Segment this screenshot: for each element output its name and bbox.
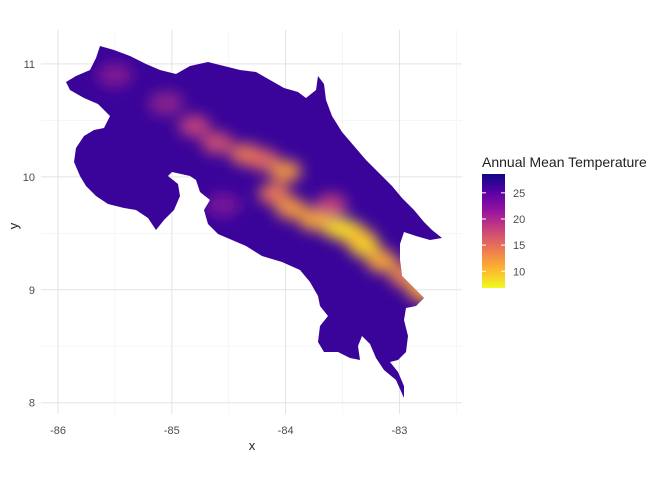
legend-ticks: 10 15 20 25	[482, 188, 525, 278]
x-axis-ticks: -86 -85 -84 -83	[50, 425, 407, 437]
legend-colorbar	[482, 174, 505, 288]
temperature-cell	[201, 131, 234, 154]
x-tick-label: -83	[391, 425, 407, 437]
y-tick-label: 10	[23, 172, 35, 184]
x-tick-label: -84	[278, 425, 294, 437]
x-tick-label: -86	[50, 425, 66, 437]
y-tick-label: 11	[24, 59, 35, 71]
y-axis-ticks: 8 9 10 11	[23, 59, 35, 410]
legend-tick-label: 15	[513, 240, 525, 252]
temperature-cell	[258, 182, 291, 205]
raster-map	[66, 46, 442, 398]
x-axis-label: x	[249, 438, 256, 453]
legend: Annual Mean Temperature 10 15 20 25	[482, 154, 647, 288]
temperature-cell	[269, 160, 302, 183]
legend-tick-label: 20	[513, 214, 525, 226]
temperature-cell	[389, 265, 422, 288]
temperature-cell	[415, 283, 442, 306]
legend-title: Annual Mean Temperature	[482, 154, 647, 170]
y-tick-label: 8	[29, 398, 35, 410]
temperature-cell	[366, 250, 399, 273]
legend-tick-label: 10	[513, 266, 525, 278]
temperature-cell	[246, 148, 279, 171]
legend-tick-label: 25	[513, 188, 525, 200]
y-tick-label: 9	[29, 285, 35, 297]
x-tick-label: -85	[164, 425, 180, 437]
temperature-cell	[148, 91, 185, 116]
temperature-cell	[349, 235, 382, 258]
y-axis-label: y	[6, 222, 21, 229]
temperature-cell	[315, 194, 348, 217]
costa-rica-land	[66, 46, 442, 398]
temperature-cell	[178, 115, 211, 137]
temperature-cell	[275, 197, 308, 220]
temperature-cell	[96, 63, 133, 88]
temperature-cell	[205, 193, 242, 218]
